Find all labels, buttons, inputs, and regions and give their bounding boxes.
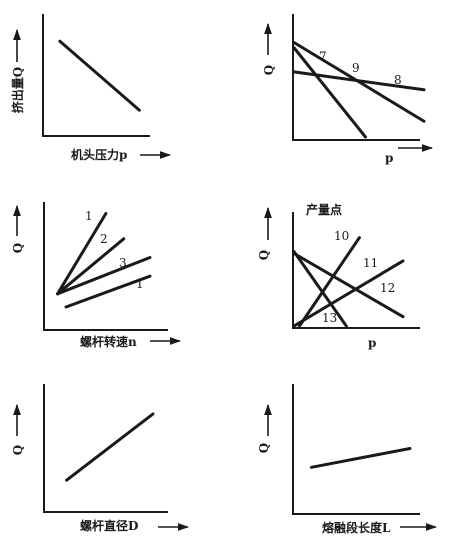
series-line-2 [56, 237, 126, 296]
series-label-3: 3 [119, 256, 127, 270]
series-label-13: 13 [322, 311, 337, 325]
x-axis-label: 机头压力p [71, 147, 127, 162]
chart-title: 产量点 [306, 202, 342, 217]
series-line-3 [56, 256, 152, 296]
series-line-9 [292, 46, 367, 139]
series-line-10 [297, 236, 361, 328]
series-line-1 [58, 39, 141, 112]
y-axis-label: Q [257, 443, 271, 453]
series-label-11: 11 [363, 256, 378, 270]
plot-area: 7 8 9 [292, 41, 426, 139]
series-label-10: 10 [334, 229, 349, 243]
series-line-12 [292, 251, 405, 319]
x-axis-label: 螺杆直径D [80, 518, 138, 533]
x-axis-label: p [385, 151, 393, 165]
series-line-11 [292, 259, 405, 328]
series-label-1: 1 [136, 277, 144, 291]
y-axis-label: Q [11, 243, 25, 253]
series-line-1 [64, 274, 152, 309]
y-axis-label: Q [11, 445, 25, 455]
series-line-13 [292, 250, 348, 328]
x-axis-label: p [368, 336, 376, 350]
x-axis-label: 熔融段长度L [322, 520, 391, 535]
plot-area [309, 447, 412, 469]
series-line-1 [56, 212, 108, 296]
chart-1: 机头压力p 挤出量Q [10, 14, 172, 162]
y-axis-label: 挤出量Q [10, 67, 25, 113]
plot-area [58, 39, 141, 112]
series-label-7: 7 [319, 50, 327, 64]
series-line-1 [65, 412, 155, 482]
y-axis-label: Q [257, 250, 271, 260]
chart-2: 7 8 9 p Q [262, 14, 434, 165]
series-label-9: 9 [352, 61, 360, 75]
x-axis-label: 螺杆转速n [80, 334, 137, 349]
plot-area [65, 412, 155, 482]
chart-5: 螺杆直径D Q [11, 384, 190, 533]
series-label-8: 8 [394, 73, 402, 87]
y-axis-label: Q [262, 65, 276, 75]
chart-6: 熔融段长度L Q [257, 384, 438, 535]
series-label-1: 1 [85, 209, 93, 223]
series-label-2: 2 [100, 232, 108, 246]
series-line-1 [309, 447, 412, 469]
series-label-12: 12 [380, 281, 395, 295]
